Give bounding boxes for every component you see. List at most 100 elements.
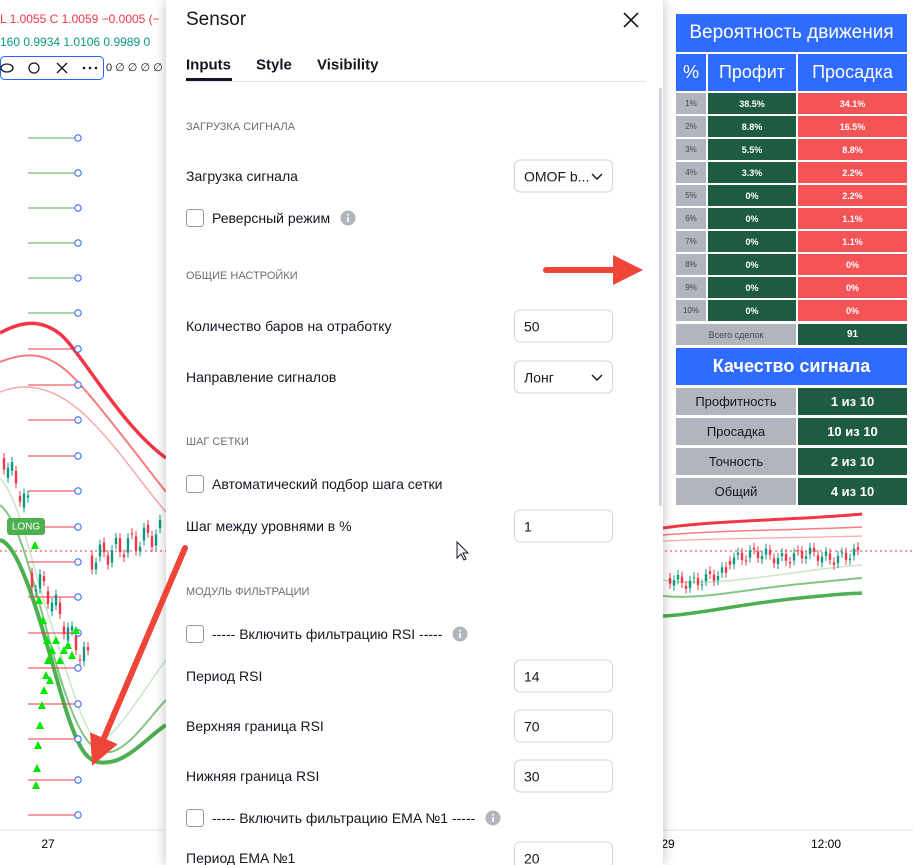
- quality-value: 10 из 10: [798, 418, 907, 445]
- candle-body: [792, 553, 796, 561]
- signal-triangle: [64, 641, 72, 649]
- candle-body: [812, 547, 816, 552]
- table-value: 0%: [798, 254, 907, 275]
- band-line: [662, 512, 863, 530]
- field-value: 50: [524, 318, 540, 334]
- table-value: 0%: [798, 277, 907, 298]
- signal-triangle: [52, 636, 60, 644]
- text-input[interactable]: 1: [514, 509, 613, 543]
- candle-body: [42, 576, 46, 582]
- candle-body: [832, 562, 836, 565]
- scrollbar[interactable]: [659, 88, 662, 506]
- table-value: 0%: [708, 208, 796, 229]
- info-icon[interactable]: [485, 810, 501, 826]
- table-value: 8.8%: [798, 139, 907, 160]
- candle-body: [760, 555, 764, 560]
- field-label: Верхняя граница RSI: [186, 718, 324, 734]
- text-input[interactable]: 20: [514, 841, 613, 865]
- checkbox[interactable]: [186, 209, 204, 227]
- level-marker: [74, 134, 82, 142]
- candle-body: [820, 556, 824, 563]
- candle-body: [66, 627, 70, 641]
- signal-triangle: [35, 596, 43, 604]
- text-input[interactable]: 50: [514, 309, 613, 343]
- checkbox[interactable]: [186, 475, 204, 493]
- column-header: %: [676, 54, 706, 91]
- table-value: 1.1%: [798, 231, 907, 252]
- info-icon[interactable]: [452, 626, 468, 642]
- signal-triangle: [44, 656, 52, 664]
- candle-body: [62, 626, 66, 635]
- candle-body: [94, 562, 98, 570]
- quality-value: 2 из 10: [798, 448, 907, 475]
- signal-triangle: [34, 741, 42, 749]
- row-label: 5%: [676, 185, 706, 206]
- tab[interactable]: Inputs: [186, 56, 231, 74]
- checkbox-label: ----- Включить фильтрацию RSI -----: [212, 626, 468, 642]
- candle-body: [824, 551, 828, 556]
- table-value: 0%: [708, 231, 796, 252]
- candle-body: [688, 580, 692, 588]
- text-input[interactable]: 14: [514, 659, 613, 693]
- checkbox[interactable]: [186, 625, 204, 643]
- tab[interactable]: Style: [256, 56, 292, 74]
- band-line: [662, 564, 863, 584]
- band-line: [0, 386, 167, 513]
- legend-toolbar[interactable]: [0, 56, 104, 80]
- quality-label: Профитность: [676, 388, 796, 415]
- candle-body: [736, 552, 740, 555]
- signal-triangle: [32, 781, 40, 789]
- signal-triangle: [33, 764, 41, 772]
- level-marker: [74, 593, 82, 601]
- level-marker: [74, 811, 82, 819]
- column-header: Профит: [708, 54, 796, 91]
- eye-icon[interactable]: [0, 63, 14, 73]
- select[interactable]: OMOF b...: [514, 159, 613, 193]
- level-marker: [74, 309, 82, 317]
- close-button[interactable]: [621, 10, 641, 30]
- level-marker: [74, 169, 82, 177]
- candle-body: [126, 538, 130, 553]
- more-icon[interactable]: [82, 66, 98, 70]
- checkbox[interactable]: [186, 809, 204, 827]
- tab[interactable]: Visibility: [317, 56, 379, 74]
- quality-title: Качество сигнала: [676, 348, 907, 385]
- level-marker: [74, 700, 82, 708]
- signal-triangle: [42, 671, 50, 679]
- candle-body: [138, 546, 142, 552]
- candle-body: [14, 470, 18, 484]
- section-heading: МОДУЛЬ ФИЛЬТРАЦИИ: [186, 586, 310, 598]
- settings-dialog: Sensor Inputs Style Visibility ЗАГРУЗКА …: [166, 0, 663, 865]
- table-value: 0%: [798, 300, 907, 321]
- row-label: 8%: [676, 254, 706, 275]
- info-icon[interactable]: [340, 210, 356, 226]
- table-value: 0%: [708, 300, 796, 321]
- candle-body: [98, 544, 102, 557]
- remove-icon[interactable]: [56, 62, 68, 74]
- candle-body: [110, 550, 114, 563]
- text-input[interactable]: 30: [514, 759, 613, 793]
- time-label: 29: [661, 837, 675, 851]
- candle-body: [22, 493, 26, 508]
- band-line: [0, 321, 168, 460]
- text-input[interactable]: 70: [514, 709, 613, 743]
- candle-body: [146, 524, 150, 533]
- candle-body: [836, 555, 840, 564]
- candle-body: [2, 458, 6, 470]
- table-value: 34.1%: [798, 93, 907, 114]
- candle-body: [804, 556, 808, 559]
- candle-body: [724, 567, 728, 573]
- signal-triangle: [36, 721, 44, 729]
- candle-body: [130, 533, 134, 535]
- settings-icon[interactable]: [28, 62, 40, 74]
- table-value: 0%: [708, 185, 796, 206]
- candle-body: [776, 557, 780, 565]
- field-value: Лонг: [524, 369, 554, 385]
- select[interactable]: Лонг: [514, 360, 613, 394]
- signal-triangle: [43, 636, 51, 644]
- level-marker: [74, 239, 82, 247]
- field-label: Направление сигналов: [186, 369, 337, 385]
- candle-body: [30, 572, 34, 588]
- candle-body: [82, 646, 86, 662]
- signal-tag: [7, 518, 45, 535]
